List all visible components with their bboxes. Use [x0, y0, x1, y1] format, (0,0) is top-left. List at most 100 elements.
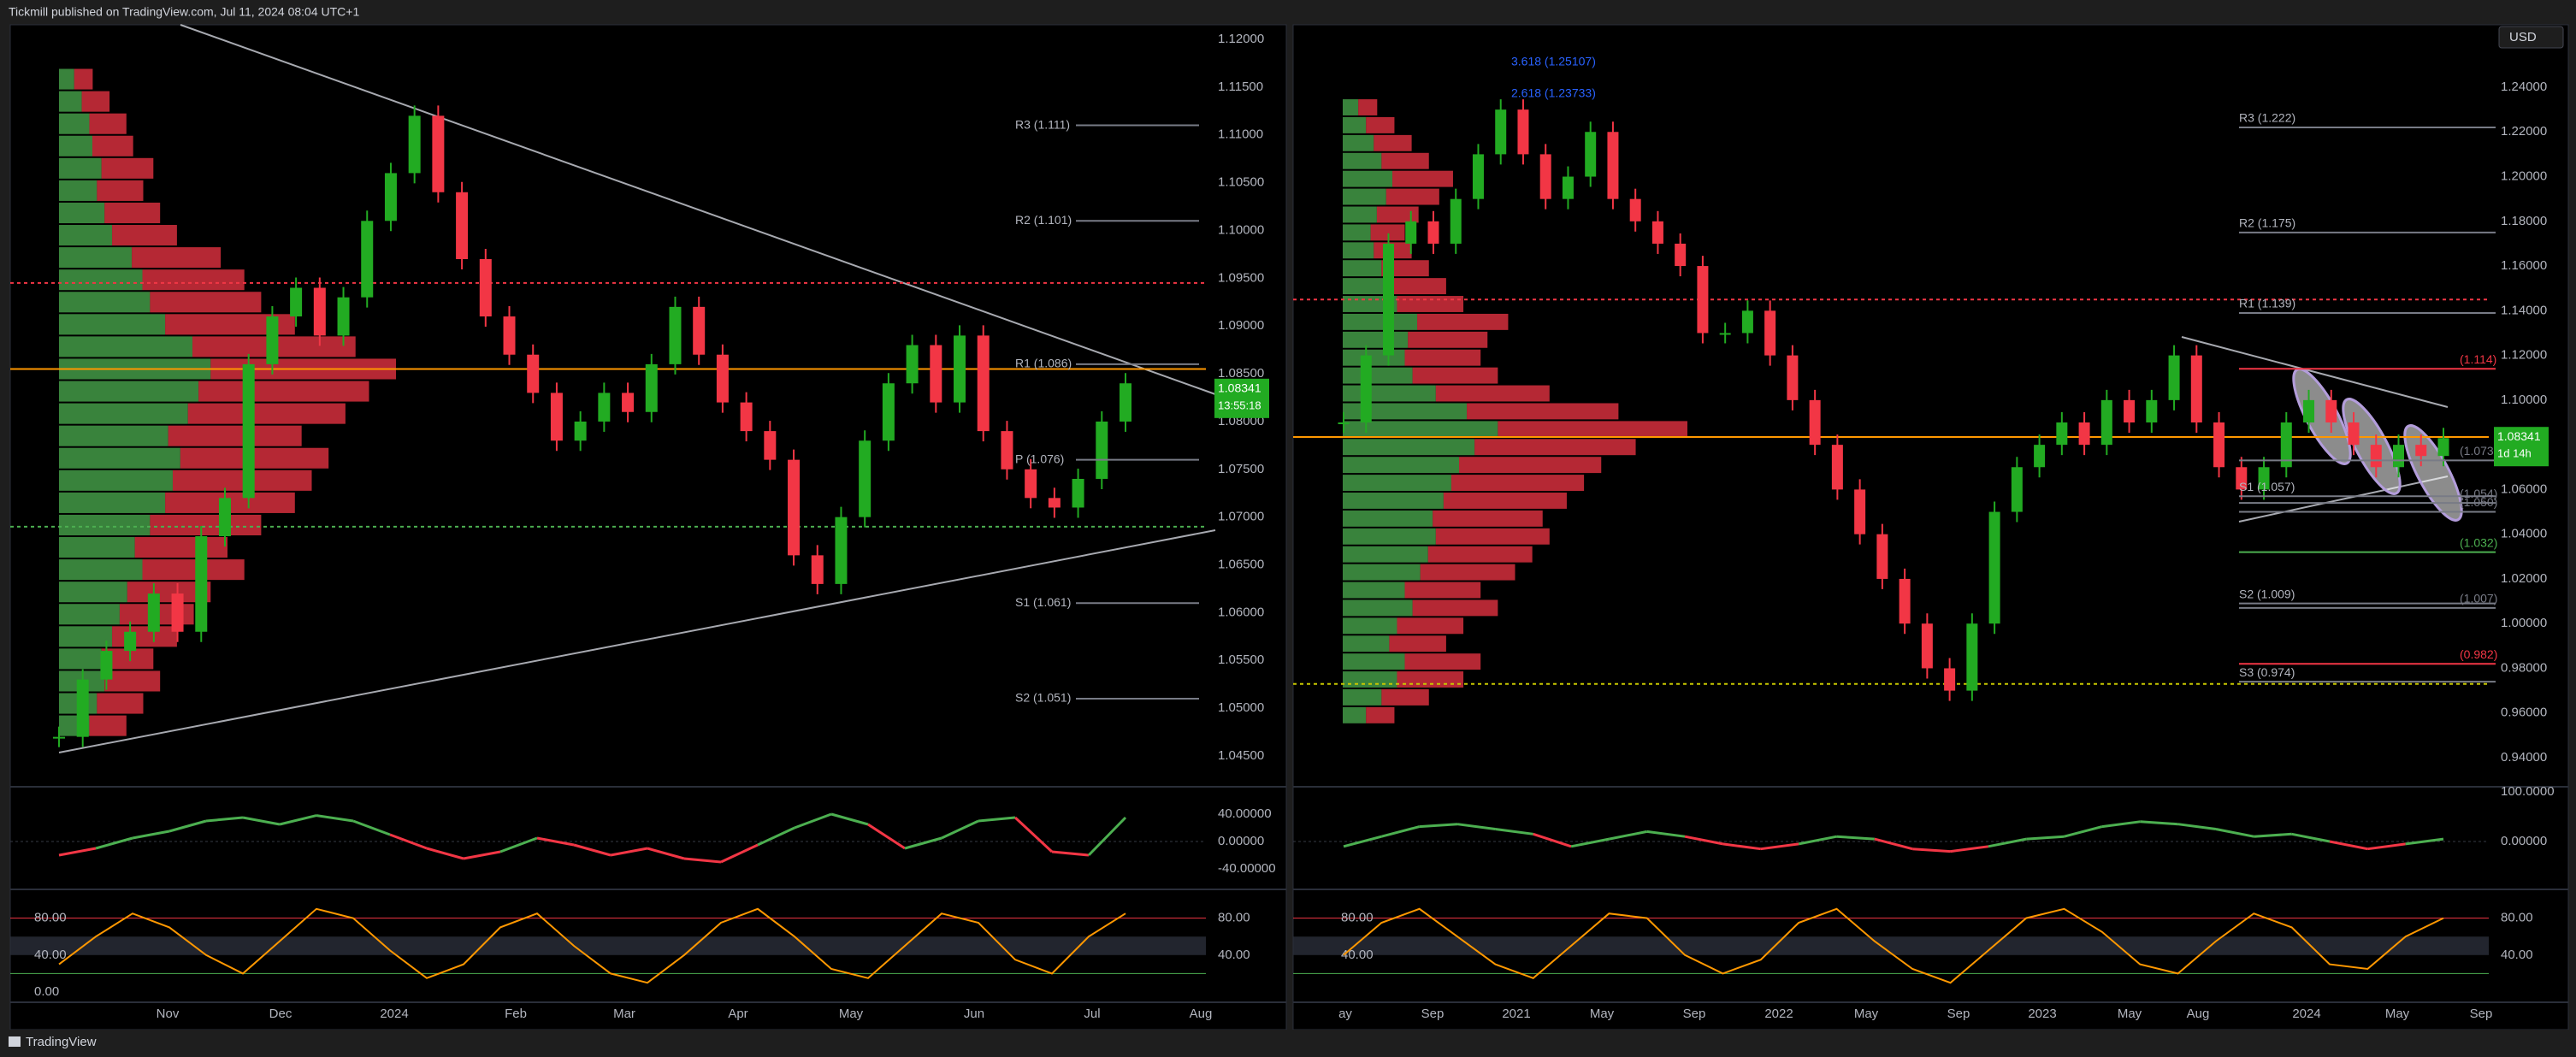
- volume-bar-buy: [59, 68, 74, 90]
- volume-bar-sell: [1412, 367, 1498, 384]
- volume-bar-sell: [1435, 528, 1550, 545]
- candle-body: [1517, 109, 1529, 155]
- volume-bar-buy: [1343, 403, 1468, 420]
- candle-body: [1719, 333, 1731, 335]
- osc1-segment: [536, 836, 575, 847]
- osc1-segment: [1836, 835, 1875, 841]
- time-label: Sep: [1947, 1007, 1970, 1021]
- candle-body: [1988, 511, 2000, 624]
- volume-bar-sell: [1412, 599, 1498, 617]
- osc1-segment: [1646, 830, 1686, 838]
- volume-bar-sell: [1474, 439, 1636, 456]
- volume-bar-buy: [1343, 671, 1397, 688]
- volume-bar-sell: [1397, 671, 1464, 688]
- volume-bar-buy: [59, 381, 199, 402]
- osc1-tick-label: 0.00000: [1218, 834, 1264, 848]
- candle-body: [1944, 668, 1956, 691]
- volume-bar-sell: [1374, 134, 1412, 151]
- candle-body: [1787, 355, 1799, 400]
- osc2-left-tick-label: 80.00: [34, 911, 67, 925]
- osc1-tick-label: -40.00000: [1218, 861, 1276, 876]
- candle-body: [1427, 221, 1439, 244]
- time-label: Feb: [505, 1007, 527, 1021]
- candle-body: [2236, 467, 2248, 490]
- pivot-label: S3 (0.974): [2239, 665, 2295, 679]
- candle-body: [408, 115, 421, 174]
- price-tick-label: 1.06500: [1218, 558, 1264, 572]
- volume-bar-sell: [1404, 582, 1481, 599]
- volume-bar-buy: [1343, 206, 1377, 223]
- price-tick-label: 1.00000: [2501, 616, 2547, 630]
- candle-body: [598, 393, 611, 422]
- footer-brand: TradingView: [26, 1035, 97, 1049]
- candle-body: [1405, 221, 1417, 244]
- osc1-segment: [1988, 837, 2027, 848]
- volume-bar-buy: [59, 336, 193, 357]
- time-label: Aug: [1190, 1007, 1213, 1021]
- osc2-tick-label: 40.00: [1218, 948, 1250, 962]
- candle-body: [622, 393, 635, 412]
- volume-bar-buy: [1343, 421, 1498, 438]
- volume-bar-buy: [1343, 116, 1367, 133]
- right-panel: [1292, 24, 2569, 1030]
- pivot-label: S2 (1.009): [2239, 587, 2295, 600]
- volume-bar-buy: [1343, 349, 1405, 366]
- candle-body: [100, 651, 113, 680]
- volume-bar-buy: [59, 469, 173, 491]
- osc1-segment: [610, 847, 648, 857]
- candle-body: [2370, 445, 2382, 468]
- candle-body: [1921, 623, 1933, 669]
- time-label: Jun: [964, 1007, 984, 1021]
- currency-label[interactable]: USD: [2509, 30, 2537, 44]
- edge-level-label: (1.032): [2460, 535, 2497, 549]
- candle-body: [859, 440, 871, 517]
- volume-bar-sell: [104, 670, 161, 692]
- candle-body: [2146, 399, 2158, 422]
- pivot-label: R2 (1.101): [1015, 213, 1072, 227]
- osc1-tick-label: 100.0000: [2501, 784, 2555, 799]
- price-tick-label: 1.09000: [1218, 318, 1264, 333]
- currency-button[interactable]: [2498, 26, 2564, 49]
- candle-body: [313, 287, 326, 336]
- osc1-segment: [1419, 823, 1458, 829]
- osc1-segment: [904, 836, 942, 850]
- candle-body: [2078, 422, 2090, 446]
- osc1-tick-label: 0.00000: [2501, 834, 2547, 848]
- osc1-segment: [1087, 816, 1127, 857]
- candle-body: [1562, 176, 1574, 199]
- pivot-label: R3 (1.111): [1015, 117, 1070, 131]
- candle-body: [1001, 431, 1013, 469]
- osc2-tick-label: 40.00: [2501, 948, 2533, 962]
- price-tick-label: 1.16000: [2501, 258, 2547, 273]
- volume-bar-buy: [1343, 457, 1460, 474]
- candle-body: [740, 402, 753, 432]
- osc1-segment: [1722, 842, 1761, 851]
- osc2-left-tick-label: 40.00: [34, 948, 67, 962]
- edge-level-label: (0.982): [2460, 647, 2497, 661]
- candle-body: [53, 736, 65, 739]
- time-label: May: [1590, 1007, 1615, 1021]
- candle-body: [1048, 498, 1061, 508]
- candle-body: [1876, 534, 1888, 579]
- osc1-segment: [1570, 837, 1610, 848]
- time-label: Jul: [1084, 1007, 1100, 1021]
- candle-body: [1764, 310, 1776, 356]
- candle-body: [1966, 623, 1978, 691]
- candle-body: [977, 335, 990, 432]
- price-tick-label: 1.10000: [2501, 393, 2547, 407]
- price-tick-label: 0.96000: [2501, 706, 2547, 720]
- osc1-segment: [389, 833, 428, 850]
- last-price-label: 1.08341: [2497, 429, 2541, 443]
- candle-body: [218, 498, 231, 537]
- last-price-label: 1.08341: [1218, 381, 1261, 395]
- time-label: 2024: [2292, 1007, 2320, 1021]
- volume-bar-buy: [59, 447, 180, 469]
- volume-bar-sell: [1366, 706, 1395, 723]
- volume-bar-buy: [1343, 493, 1444, 509]
- candle-body: [242, 363, 255, 499]
- volume-bar-buy: [59, 225, 113, 246]
- time-label: 2023: [2028, 1007, 2056, 1021]
- volume-bar-sell: [112, 626, 177, 647]
- volume-bar-buy: [1343, 134, 1374, 151]
